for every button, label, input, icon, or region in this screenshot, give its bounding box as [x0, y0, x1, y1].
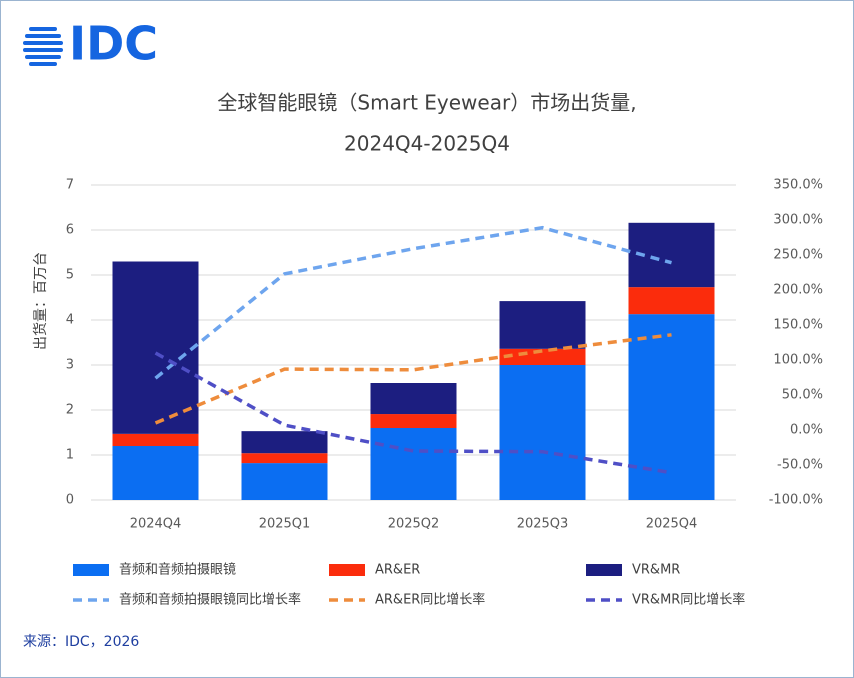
- y2-tick-label: 250.0%: [773, 248, 823, 263]
- y-tick-label: 3: [66, 358, 74, 373]
- y2-tick-label: -100.0%: [769, 493, 823, 508]
- chart-title: 全球智能眼镜（Smart Eyewear）市场出货量,: [217, 91, 636, 115]
- x-tick-label: 2025Q4: [646, 517, 698, 532]
- y2-tick-label: 200.0%: [773, 283, 823, 298]
- y-tick-label: 1: [66, 448, 74, 463]
- y2-tick-label: 300.0%: [773, 213, 823, 228]
- source-note: 来源：IDC，2026: [23, 634, 139, 650]
- y-tick-label: 2: [66, 403, 74, 418]
- legend-label: VR&MR: [632, 563, 680, 578]
- y2-tick-label: 150.0%: [773, 318, 823, 333]
- line-series: [154, 333, 672, 425]
- y-axis-label: 出货量：百万台: [32, 252, 49, 350]
- y-tick-label: 6: [66, 223, 74, 238]
- bar-segment: [241, 463, 328, 500]
- line-series: [154, 351, 672, 475]
- y2-tick-label: -50.0%: [777, 458, 823, 473]
- legend-label: AR&ER同比增长率: [375, 592, 485, 608]
- bar-segment: [628, 314, 715, 500]
- bar-segment: [499, 365, 586, 500]
- y-tick-label: 4: [66, 313, 74, 328]
- x-tick-label: 2024Q4: [130, 517, 182, 532]
- y2-tick-label: 100.0%: [773, 353, 823, 368]
- legend-swatch: [73, 564, 109, 576]
- bar-segment: [241, 431, 328, 454]
- bar-segment: [499, 301, 586, 349]
- legend-label: AR&ER: [375, 563, 420, 578]
- bar-segment: [112, 261, 199, 434]
- legend-label: 音频和音频拍摄眼镜同比增长率: [119, 592, 301, 608]
- bar-segment: [112, 446, 199, 500]
- x-tick-label: 2025Q2: [388, 517, 440, 532]
- legend-label: 音频和音频拍摄眼镜: [119, 562, 236, 578]
- y-tick-label: 5: [66, 268, 74, 283]
- line-series: [154, 225, 672, 380]
- y-tick-label: 0: [66, 493, 74, 508]
- bar-segment: [241, 453, 328, 464]
- legend-swatch: [329, 564, 365, 576]
- logo-globe: [23, 27, 63, 66]
- y-tick-label: 7: [66, 178, 74, 193]
- legend-label: VR&MR同比增长率: [632, 592, 745, 608]
- y2-tick-label: 50.0%: [782, 388, 823, 403]
- bar-segment: [370, 414, 457, 428]
- y2-tick-label: 350.0%: [773, 178, 823, 193]
- bar-segment: [112, 433, 199, 446]
- bar-segment: [370, 428, 457, 500]
- legend-swatch: [586, 564, 622, 576]
- bar-segment: [628, 287, 715, 315]
- chart-subtitle: 2024Q4-2025Q4: [344, 132, 510, 156]
- logo-text: IDC: [69, 17, 158, 71]
- x-tick-label: 2025Q1: [259, 517, 311, 532]
- y2-tick-label: 0.0%: [790, 423, 823, 438]
- bar-segment: [370, 383, 457, 415]
- x-tick-label: 2025Q3: [517, 517, 569, 532]
